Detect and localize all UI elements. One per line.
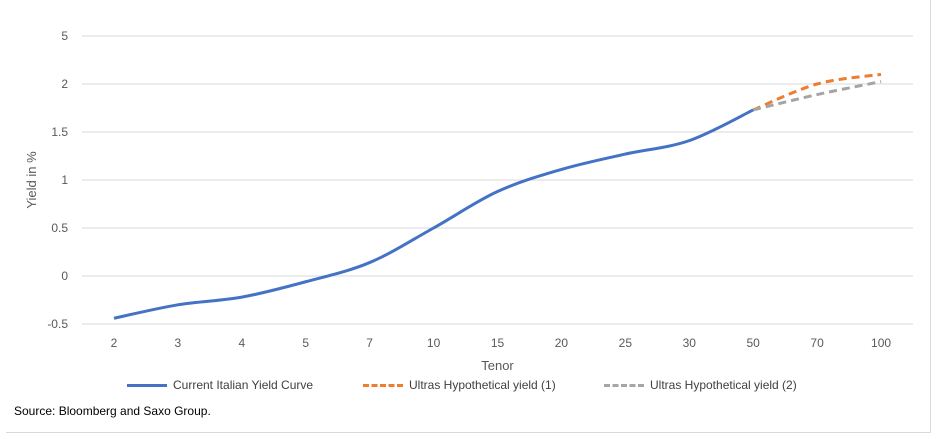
- y-tick-label: 1: [61, 173, 68, 187]
- legend-swatch-3: [604, 383, 644, 387]
- series-line-1: [113, 108, 754, 320]
- x-tick-label: 15: [491, 336, 505, 350]
- y-tick-label: 2: [61, 77, 68, 91]
- x-tick-label: 2: [111, 336, 118, 350]
- x-tick-label: 3: [175, 336, 182, 350]
- x-tick-label: 70: [810, 336, 824, 350]
- legend-item-2: Ultras Hypothetical yield (1): [363, 378, 556, 392]
- legend-label-2: Ultras Hypothetical yield (1): [409, 378, 556, 392]
- y-tick-label: -0.5: [47, 317, 68, 331]
- y-axis-title: Yield in %: [24, 151, 39, 209]
- x-tick-label: 100: [871, 336, 891, 350]
- y-tick-label: 0: [61, 269, 68, 283]
- source-note: Source: Bloomberg and Saxo Group.: [14, 404, 211, 418]
- legend-label-1: Current Italian Yield Curve: [173, 378, 314, 392]
- legend-item-3: Ultras Hypothetical yield (2): [604, 378, 797, 392]
- y-tick-label: 5: [61, 29, 68, 43]
- chart-legend: Current Italian Yield Curve Ultras Hypot…: [0, 378, 938, 398]
- x-tick-label: 4: [238, 336, 245, 350]
- legend-swatch-2: [363, 383, 403, 387]
- legend-swatch-1: [127, 383, 167, 387]
- x-tick-label: 10: [427, 336, 441, 350]
- legend-item-1: Current Italian Yield Curve: [127, 378, 313, 392]
- x-tick-label: 7: [366, 336, 373, 350]
- x-tick-label: 30: [683, 336, 697, 350]
- y-tick-label: 1.5: [51, 125, 68, 139]
- x-axis-title: Tenor: [481, 358, 514, 373]
- x-tick-label: 50: [747, 336, 761, 350]
- x-tick-label: 25: [619, 336, 633, 350]
- series-line-3: [752, 80, 882, 112]
- chart-frame: [6, 0, 931, 433]
- series-line-2: [752, 72, 882, 112]
- x-tick-label: 5: [302, 336, 309, 350]
- x-tick-label: 20: [555, 336, 569, 350]
- y-tick-label: 0.5: [51, 221, 68, 235]
- legend-label-3: Ultras Hypothetical yield (2): [650, 378, 797, 392]
